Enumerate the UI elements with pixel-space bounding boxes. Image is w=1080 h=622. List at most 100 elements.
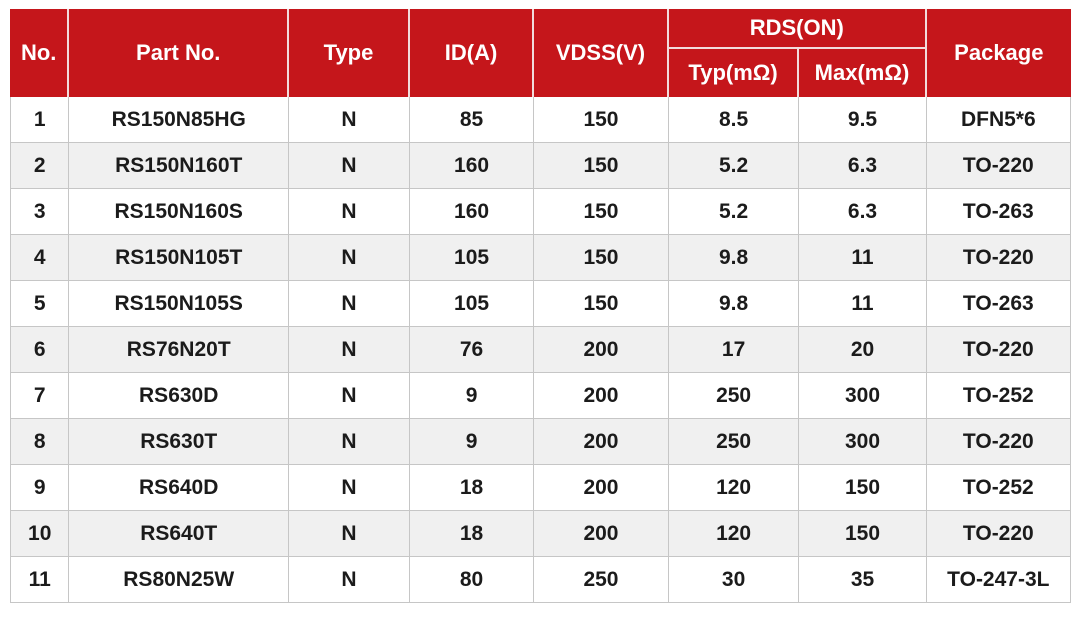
cell-type: N <box>289 373 410 419</box>
cell-vdss-v: 200 <box>534 511 669 557</box>
cell-part-no: RS630D <box>69 373 290 419</box>
cell-package: TO-252 <box>926 373 1071 419</box>
cell-rds-typ: 8.5 <box>668 97 800 143</box>
cell-package: TO-247-3L <box>926 557 1071 603</box>
table-row: 8 RS630T N 9 200 250 300 TO-220 <box>10 419 1071 465</box>
cell-rds-max: 150 <box>799 511 927 557</box>
cell-type: N <box>289 97 410 143</box>
cell-part-no: RS150N105T <box>69 235 290 281</box>
cell-rds-typ: 250 <box>668 373 800 419</box>
table-row: 5 RS150N105S N 105 150 9.8 11 TO-263 <box>10 281 1071 327</box>
table-row: 2 RS150N160T N 160 150 5.2 6.3 TO-220 <box>10 143 1071 189</box>
cell-part-no: RS150N85HG <box>69 97 290 143</box>
cell-vdss-v: 250 <box>534 557 669 603</box>
cell-rds-max: 300 <box>799 373 927 419</box>
cell-type: N <box>289 143 410 189</box>
cell-type: N <box>289 189 410 235</box>
cell-rds-max: 9.5 <box>799 97 927 143</box>
cell-rds-typ: 17 <box>668 327 800 373</box>
cell-vdss-v: 150 <box>534 281 669 327</box>
table-row: 11 RS80N25W N 80 250 30 35 TO-247-3L <box>10 557 1071 603</box>
cell-no: 8 <box>10 419 70 465</box>
cell-no: 2 <box>10 143 70 189</box>
table-row: 9 RS640D N 18 200 120 150 TO-252 <box>10 465 1071 511</box>
col-header-rds-on: RDS(ON) <box>668 9 927 49</box>
cell-rds-max: 11 <box>799 281 927 327</box>
cell-vdss-v: 150 <box>534 189 669 235</box>
cell-no: 10 <box>10 511 70 557</box>
cell-rds-max: 6.3 <box>799 189 927 235</box>
cell-no: 1 <box>10 97 70 143</box>
cell-package: TO-220 <box>926 327 1071 373</box>
cell-id-a: 105 <box>409 281 535 327</box>
cell-type: N <box>289 419 410 465</box>
cell-package: TO-220 <box>926 235 1071 281</box>
cell-rds-max: 11 <box>799 235 927 281</box>
cell-part-no: RS76N20T <box>69 327 290 373</box>
cell-type: N <box>289 327 410 373</box>
cell-type: N <box>289 465 410 511</box>
cell-no: 9 <box>10 465 70 511</box>
cell-package: TO-220 <box>926 143 1071 189</box>
cell-rds-max: 150 <box>799 465 927 511</box>
col-header-package: Package <box>926 9 1071 97</box>
col-header-rds-typ: Typ(mΩ) <box>668 49 800 97</box>
col-header-part-no: Part No. <box>69 9 290 97</box>
cell-type: N <box>289 557 410 603</box>
cell-vdss-v: 200 <box>534 327 669 373</box>
cell-vdss-v: 150 <box>534 235 669 281</box>
cell-id-a: 9 <box>409 373 535 419</box>
cell-id-a: 105 <box>409 235 535 281</box>
col-header-id-a: ID(A) <box>409 9 535 97</box>
cell-rds-typ: 9.8 <box>668 235 800 281</box>
cell-id-a: 18 <box>409 511 535 557</box>
cell-no: 6 <box>10 327 70 373</box>
cell-vdss-v: 200 <box>534 419 669 465</box>
col-header-no: No. <box>10 9 70 97</box>
cell-rds-typ: 120 <box>668 465 800 511</box>
cell-rds-typ: 5.2 <box>668 189 800 235</box>
cell-rds-typ: 120 <box>668 511 800 557</box>
cell-id-a: 76 <box>409 327 535 373</box>
cell-vdss-v: 150 <box>534 143 669 189</box>
cell-rds-max: 20 <box>799 327 927 373</box>
cell-no: 7 <box>10 373 70 419</box>
cell-part-no: RS150N160T <box>69 143 290 189</box>
cell-part-no: RS640T <box>69 511 290 557</box>
cell-id-a: 160 <box>409 143 535 189</box>
cell-no: 3 <box>10 189 70 235</box>
cell-id-a: 85 <box>409 97 535 143</box>
mosfet-spec-table: No. Part No. Type ID(A) VDSS(V) RDS(ON) … <box>10 9 1071 603</box>
cell-type: N <box>289 511 410 557</box>
col-header-type: Type <box>289 9 410 97</box>
cell-rds-max: 6.3 <box>799 143 927 189</box>
cell-package: TO-263 <box>926 281 1071 327</box>
col-header-vdss-v: VDSS(V) <box>534 9 669 97</box>
col-header-rds-max: Max(mΩ) <box>799 49 927 97</box>
table-row: 10 RS640T N 18 200 120 150 TO-220 <box>10 511 1071 557</box>
cell-no: 4 <box>10 235 70 281</box>
cell-package: DFN5*6 <box>926 97 1071 143</box>
cell-package: TO-252 <box>926 465 1071 511</box>
cell-package: TO-220 <box>926 419 1071 465</box>
cell-rds-max: 35 <box>799 557 927 603</box>
table-body: 1 RS150N85HG N 85 150 8.5 9.5 DFN5*6 2 RS150N160T… <box>10 97 1071 603</box>
table-row: 6 RS76N20T N 76 200 17 20 TO-220 <box>10 327 1071 373</box>
cell-rds-typ: 30 <box>668 557 800 603</box>
cell-id-a: 18 <box>409 465 535 511</box>
table-header: No. Part No. Type ID(A) VDSS(V) RDS(ON) … <box>10 9 1071 97</box>
cell-part-no: RS640D <box>69 465 290 511</box>
cell-vdss-v: 200 <box>534 373 669 419</box>
cell-package: TO-263 <box>926 189 1071 235</box>
cell-id-a: 160 <box>409 189 535 235</box>
cell-no: 11 <box>10 557 70 603</box>
cell-part-no: RS80N25W <box>69 557 290 603</box>
cell-id-a: 80 <box>409 557 535 603</box>
cell-rds-typ: 5.2 <box>668 143 800 189</box>
cell-rds-typ: 9.8 <box>668 281 800 327</box>
table-row: 3 RS150N160S N 160 150 5.2 6.3 TO-263 <box>10 189 1071 235</box>
table-row: 7 RS630D N 9 200 250 300 TO-252 <box>10 373 1071 419</box>
cell-type: N <box>289 235 410 281</box>
cell-no: 5 <box>10 281 70 327</box>
